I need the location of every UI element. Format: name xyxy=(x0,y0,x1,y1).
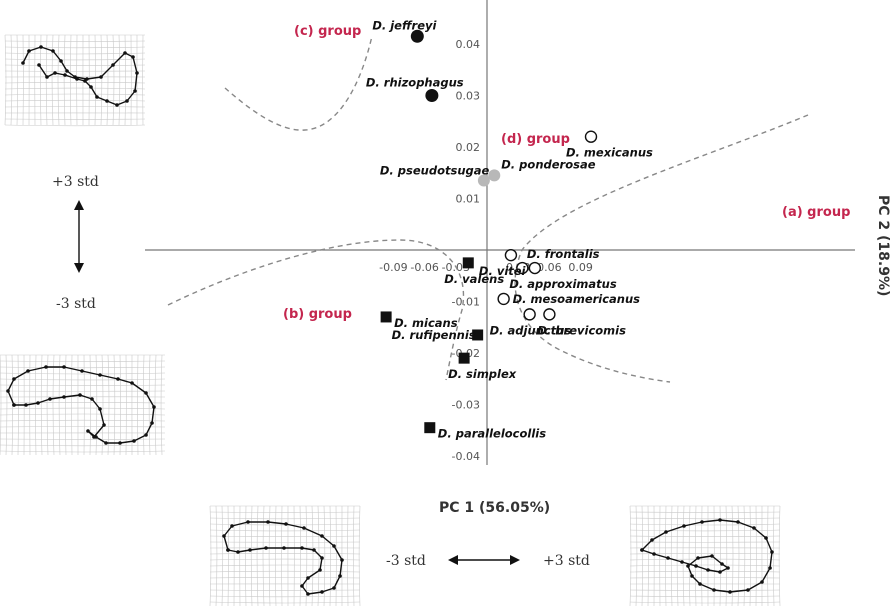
point-dadjunctus xyxy=(523,308,536,321)
vertical-double-arrow xyxy=(74,200,84,273)
group-label-b: (b) group xyxy=(283,307,352,322)
label-dponderosae: D. ponderosae xyxy=(501,157,595,171)
std-plus-left: +3 std xyxy=(52,174,99,190)
group-b-boundary xyxy=(167,239,465,381)
label-dmexicanus: D. mexicanus xyxy=(566,146,653,160)
y-tick-label: 0.01 xyxy=(456,193,481,206)
horizontal-double-arrow xyxy=(448,555,520,565)
label-dvalens: D. valens xyxy=(444,272,504,286)
label-dpseudotsugae: D. pseudotsugae xyxy=(380,163,490,177)
std-plus-bottom: +3 std xyxy=(543,553,590,569)
point-dapproximatus xyxy=(516,261,529,275)
shape-grid-mid-left xyxy=(0,354,166,456)
y-tick-label: -0.01 xyxy=(452,296,480,309)
label-dbrevicomis: D. brevicomis xyxy=(537,323,626,337)
shape-grid-bottom-right xyxy=(629,505,781,607)
y-tick-label: -0.03 xyxy=(452,399,480,412)
point-drhizophagus xyxy=(425,89,439,102)
point-dsimplex xyxy=(458,352,470,364)
x-axis-title: PC 1 (56.05%) xyxy=(439,500,550,516)
label-djeffreyi: D. jeffreyi xyxy=(372,18,437,32)
x-tick-label: 0.06 xyxy=(537,261,562,274)
shape-grid-bottom-left xyxy=(209,505,361,607)
x-tick-label: -0.09 xyxy=(379,261,407,274)
point-dmicans xyxy=(380,311,392,323)
point-dmesoamericanus xyxy=(497,292,510,306)
label-dapproximatus: D. approximatus xyxy=(509,277,617,291)
group-c-boundary xyxy=(224,35,373,131)
label-dmesoamericanus: D. mesoamericanus xyxy=(513,292,641,306)
point-djeffreyi xyxy=(410,29,424,43)
std-minus-left: -3 std xyxy=(56,296,96,312)
label-dadjunctus: D. adjunctus xyxy=(490,323,572,337)
group-label-a: (a) group xyxy=(782,205,850,220)
label-drufipennis: D. rufipennis xyxy=(392,328,476,342)
point-dvitei xyxy=(504,248,518,262)
y-tick-label: -0.04 xyxy=(452,450,480,463)
point-dbrevicomis xyxy=(543,308,556,321)
point-drufipennis xyxy=(472,329,484,341)
x-tick-label: -0.06 xyxy=(410,261,438,274)
y-tick-label: 0.04 xyxy=(456,38,481,51)
point-dvalens xyxy=(462,257,474,269)
data-points xyxy=(380,29,598,434)
y-tick-label: 0.03 xyxy=(456,90,481,103)
y-axis-title: PC 2 (18.9%) xyxy=(875,195,891,296)
label-dparallelocollis: D. parallelocollis xyxy=(438,427,546,441)
x-tick-labels: -0.09-0.06-0.030.030.060.09 xyxy=(379,261,593,274)
label-dsimplex: D. simplex xyxy=(448,367,517,381)
y-tick-label: 0.02 xyxy=(456,141,481,154)
group-label-d: (d) group xyxy=(501,132,570,147)
point-dpseudotsugae xyxy=(477,174,490,187)
x-tick-label: 0.09 xyxy=(568,261,593,274)
label-dmicans: D. micans xyxy=(394,316,458,330)
shape-grid-top-left xyxy=(4,34,146,127)
label-drhizophagus: D. rhizophagus xyxy=(366,76,464,90)
label-dfrontalis: D. frontalis xyxy=(527,247,600,261)
point-dfrontalis xyxy=(528,261,542,275)
point-dponderosae xyxy=(488,169,501,182)
label-dvitei: D. vitei xyxy=(479,264,527,278)
point-dmexicanus xyxy=(584,130,598,143)
std-minus-bottom: -3 std xyxy=(386,553,426,569)
group-label-c: (c) group xyxy=(294,24,361,39)
point-dparallelocollis xyxy=(424,422,436,434)
